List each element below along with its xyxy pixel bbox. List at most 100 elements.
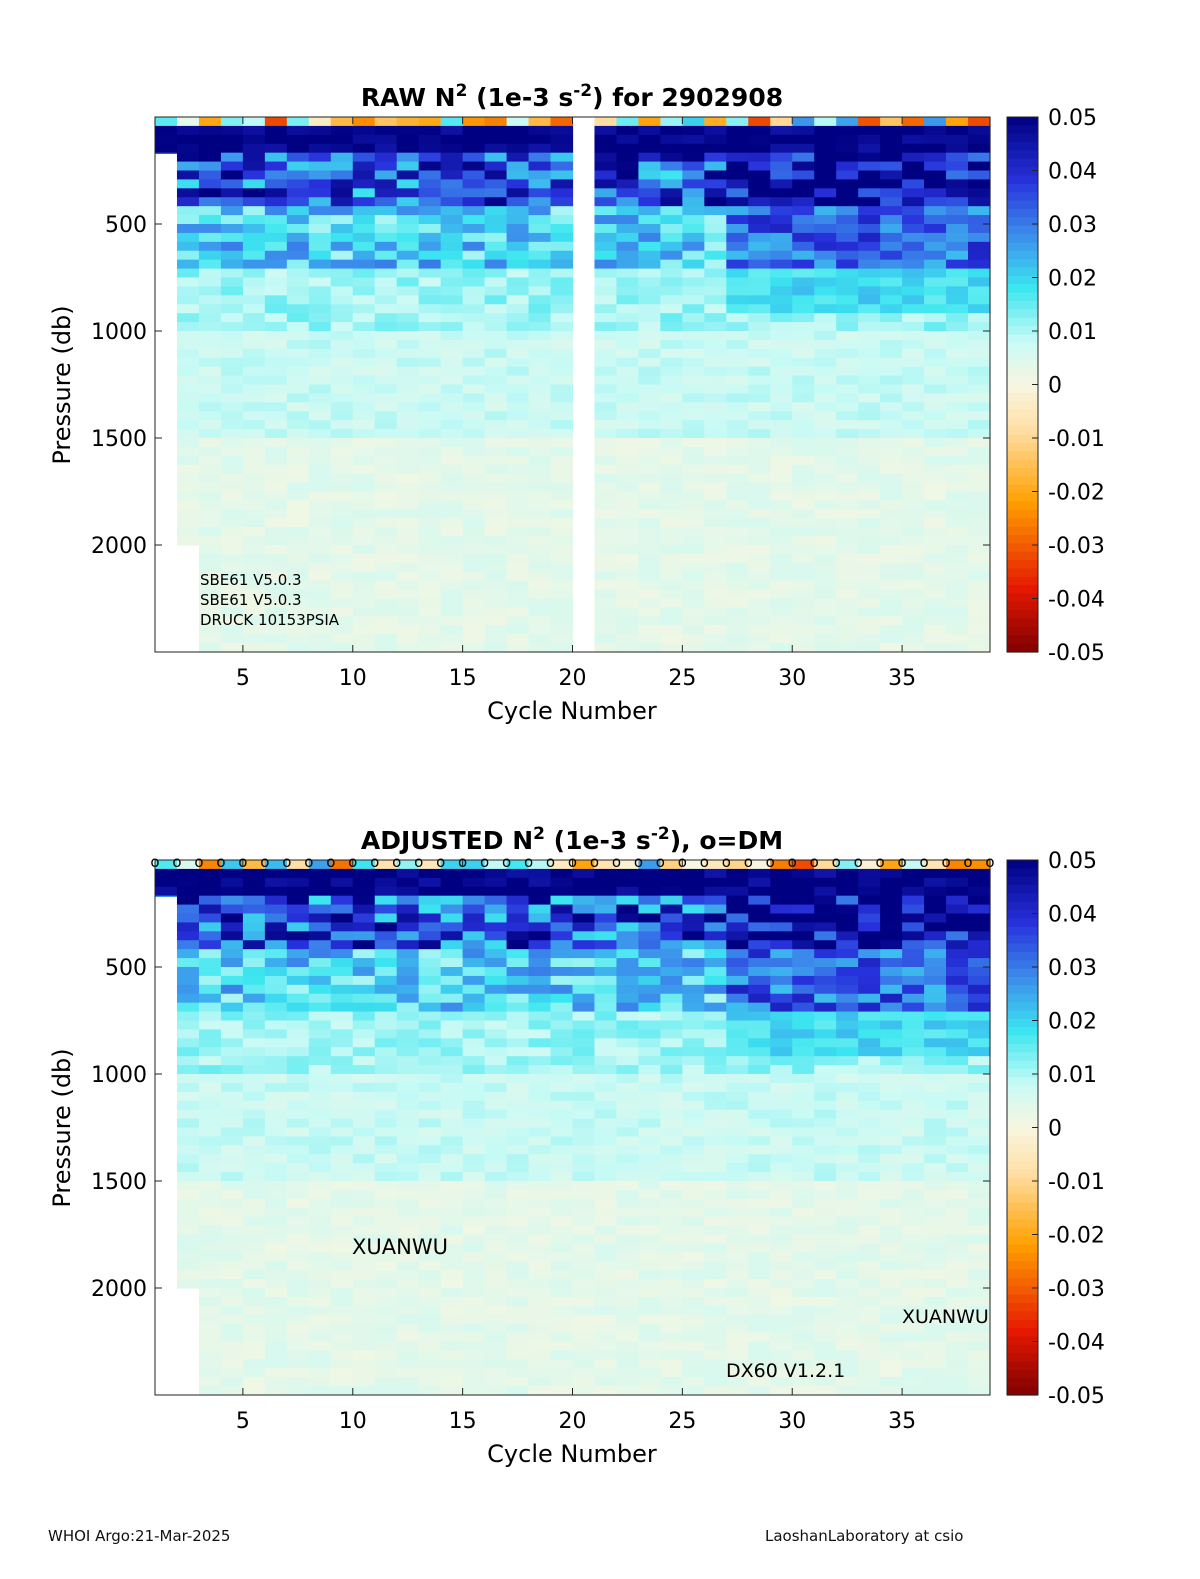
heatmap-cell bbox=[770, 1377, 793, 1387]
heatmap-cell bbox=[550, 331, 574, 341]
heatmap-cell bbox=[220, 188, 244, 198]
heatmap-cell bbox=[550, 429, 574, 439]
heatmap-cell bbox=[572, 1377, 596, 1387]
heatmap-cell bbox=[836, 1011, 859, 1022]
heatmap-cell bbox=[814, 860, 837, 870]
heatmap-cell bbox=[374, 1350, 398, 1360]
heatmap-cell bbox=[968, 313, 991, 323]
heatmap-cell bbox=[308, 598, 332, 609]
heatmap-cell bbox=[638, 304, 661, 314]
heatmap-cell bbox=[286, 152, 310, 163]
heatmap-cell bbox=[814, 1332, 837, 1343]
heatmap-cell bbox=[726, 975, 749, 986]
heatmap-cell bbox=[968, 1207, 991, 1218]
heatmap-cell bbox=[616, 500, 640, 510]
heatmap-cell bbox=[374, 1136, 398, 1146]
heatmap-cell bbox=[704, 232, 727, 243]
heatmap-cell bbox=[308, 1189, 332, 1200]
heatmap-cell bbox=[880, 188, 903, 198]
heatmap-cell bbox=[528, 1181, 552, 1191]
heatmap-cell bbox=[374, 1047, 398, 1057]
heatmap-cell bbox=[308, 268, 332, 279]
heatmap-cell bbox=[374, 1163, 398, 1173]
heatmap-cell bbox=[176, 1047, 200, 1057]
heatmap-cell bbox=[330, 886, 354, 897]
heatmap-cell bbox=[748, 1368, 771, 1378]
heatmap-cell bbox=[528, 949, 552, 959]
heatmap-cell bbox=[220, 984, 244, 995]
heatmap-cell bbox=[968, 1011, 991, 1022]
heatmap-cell bbox=[858, 1341, 881, 1352]
heatmap-cell bbox=[198, 1261, 222, 1271]
colorbar-segment bbox=[1007, 643, 1038, 653]
heatmap-cell bbox=[924, 967, 947, 977]
heatmap-cell bbox=[682, 545, 705, 555]
heatmap-cell bbox=[902, 877, 925, 888]
heatmap-cell bbox=[330, 545, 354, 555]
heatmap-cell bbox=[484, 446, 508, 457]
heatmap-cell bbox=[198, 527, 222, 537]
heatmap-cell bbox=[858, 429, 881, 439]
heatmap-cell bbox=[550, 125, 574, 136]
heatmap-cell bbox=[418, 527, 442, 537]
colorbar-segment bbox=[1007, 409, 1038, 419]
y-tick-label: 1500 bbox=[91, 1170, 147, 1195]
heatmap-cell bbox=[308, 411, 332, 421]
heatmap-cell bbox=[176, 491, 200, 502]
heatmap-cell bbox=[660, 1091, 683, 1102]
heatmap-cell bbox=[198, 1377, 222, 1387]
heatmap-cell bbox=[550, 357, 574, 368]
heatmap-cell bbox=[814, 1100, 837, 1111]
heatmap-cell bbox=[484, 1136, 508, 1146]
heatmap-cell bbox=[946, 509, 969, 519]
heatmap-cell bbox=[550, 1252, 574, 1262]
heatmap-cell bbox=[770, 117, 793, 127]
heatmap-cell bbox=[880, 562, 903, 573]
heatmap-cell bbox=[968, 446, 991, 457]
heatmap-cell bbox=[902, 1359, 925, 1369]
heatmap-cell bbox=[814, 1207, 837, 1218]
heatmap-cell bbox=[440, 1145, 464, 1155]
heatmap-cell bbox=[836, 232, 859, 243]
heatmap-cell bbox=[858, 384, 881, 395]
heatmap-cell bbox=[286, 580, 310, 591]
heatmap-cell bbox=[352, 1350, 376, 1360]
heatmap-cell bbox=[308, 152, 332, 163]
heatmap-cell bbox=[308, 304, 332, 314]
heatmap-cell bbox=[660, 904, 683, 915]
heatmap-cell bbox=[462, 913, 486, 924]
colorbar-segment bbox=[1007, 250, 1038, 260]
heatmap-cell bbox=[748, 922, 771, 932]
heatmap-cell bbox=[594, 286, 618, 296]
heatmap-cell bbox=[418, 491, 442, 502]
heatmap-cell bbox=[330, 1243, 354, 1253]
heatmap-cell bbox=[506, 1091, 530, 1102]
heatmap-cell bbox=[264, 1377, 288, 1387]
heatmap-cell bbox=[506, 993, 530, 1004]
heatmap-cell bbox=[374, 868, 398, 879]
heatmap-cell bbox=[968, 1314, 991, 1325]
heatmap-cell bbox=[770, 313, 793, 323]
heatmap-cell bbox=[704, 197, 727, 207]
heatmap-cell bbox=[726, 304, 749, 314]
heatmap-cell bbox=[528, 1047, 552, 1057]
colorbar-segment bbox=[1007, 292, 1038, 302]
heatmap-cell bbox=[792, 1243, 815, 1253]
heatmap-cell bbox=[352, 1225, 376, 1236]
heatmap-cell bbox=[484, 224, 508, 234]
heatmap-cell bbox=[352, 402, 376, 412]
heatmap-cell bbox=[902, 1198, 925, 1209]
heatmap-cell bbox=[550, 931, 574, 941]
heatmap-cell bbox=[264, 375, 288, 386]
heatmap-cell bbox=[198, 455, 222, 466]
heatmap-cell bbox=[748, 179, 771, 189]
heatmap-cell bbox=[462, 1065, 486, 1075]
heatmap-cell bbox=[594, 922, 618, 932]
heatmap-cell bbox=[462, 446, 486, 457]
heatmap-cell bbox=[330, 984, 354, 995]
heatmap-cell bbox=[792, 993, 815, 1004]
heatmap-cell bbox=[968, 331, 991, 341]
heatmap-cell bbox=[924, 117, 947, 127]
heatmap-cell bbox=[638, 206, 661, 216]
heatmap-cell bbox=[352, 232, 376, 243]
